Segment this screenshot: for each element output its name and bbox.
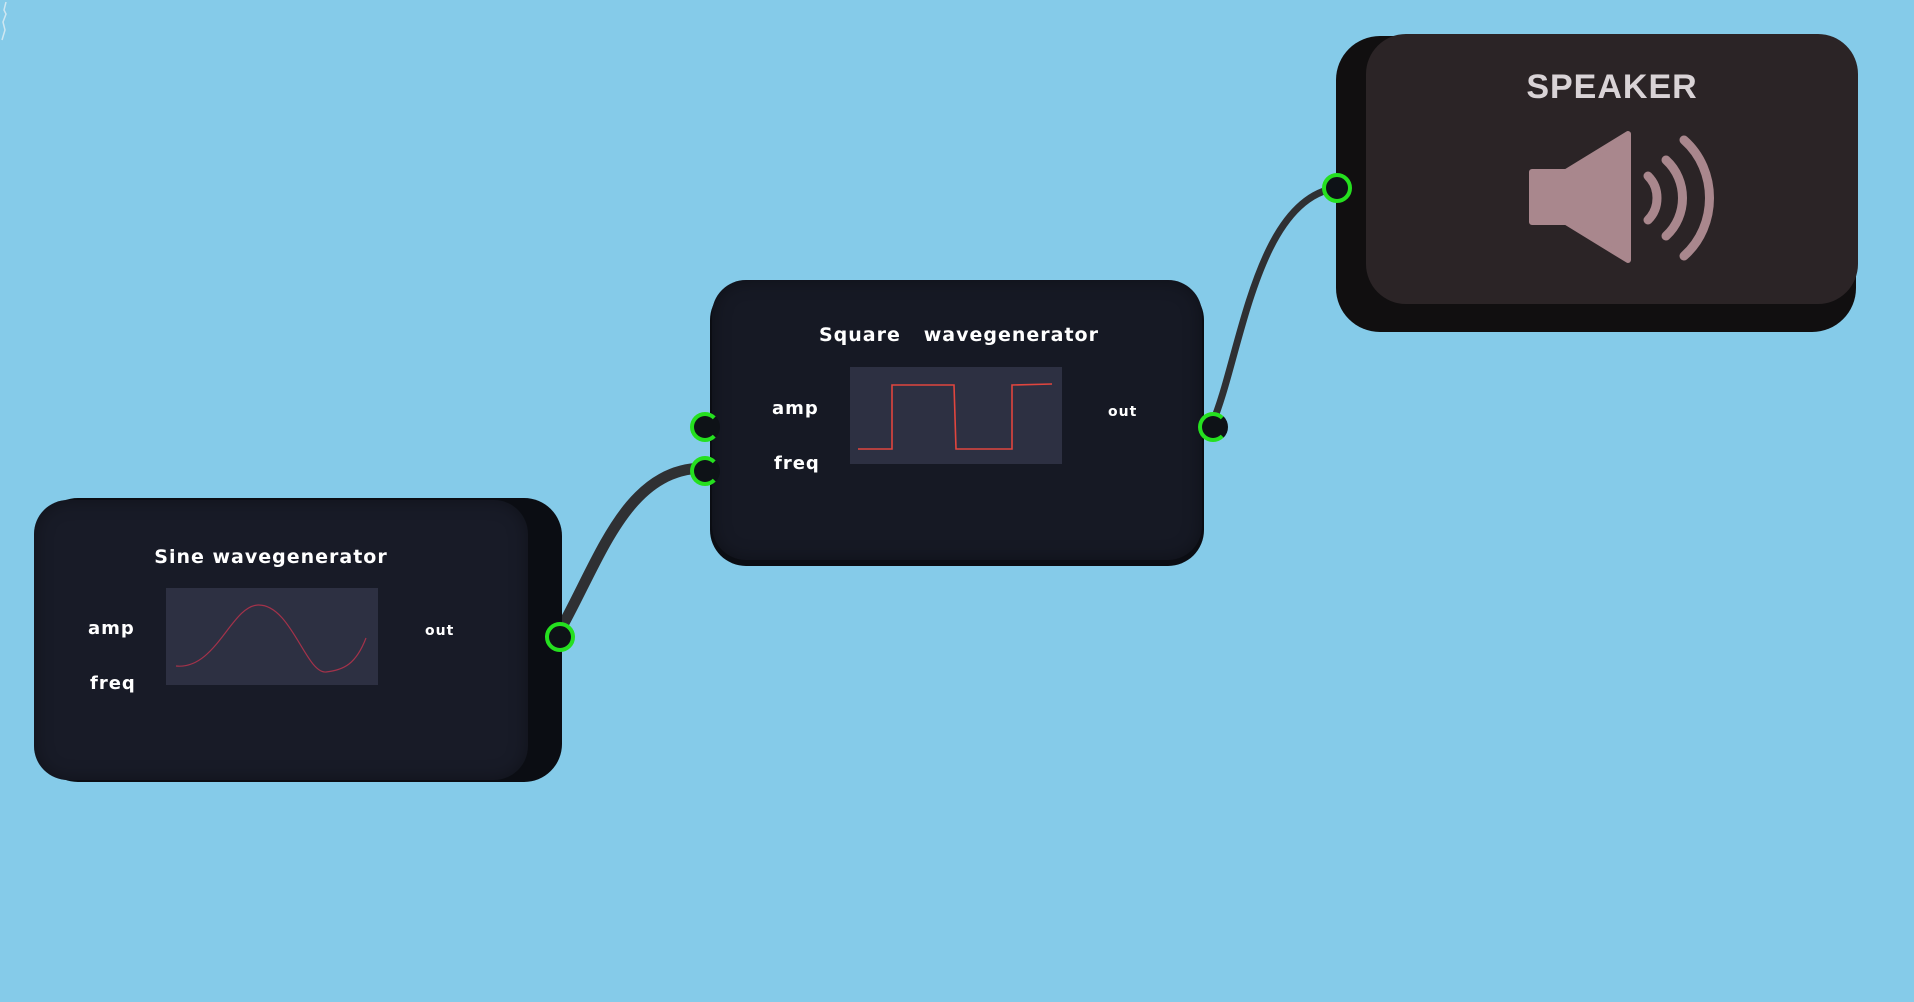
square-wave-display — [850, 367, 1062, 464]
sine-wave-display — [166, 588, 378, 685]
square-out-label: out — [1108, 404, 1138, 420]
speaker-title: SPEAKER — [1526, 68, 1698, 106]
sine-out-jack[interactable] — [545, 622, 575, 652]
corner-handle-icon — [1, 1, 7, 41]
speaker-volume-icon — [1529, 131, 1714, 263]
square-freq-label: freq — [774, 453, 820, 474]
square-amp-label: amp — [772, 398, 819, 419]
sine-module-title: Sine wavegenerator — [154, 546, 388, 568]
sine-freq-label: freq — [90, 673, 136, 694]
sine-out-label: out — [425, 623, 455, 639]
cable-sine-to-square-freq[interactable] — [552, 462, 708, 640]
square-wave-icon — [858, 383, 1053, 450]
square-module-title: Square wavegenerator — [819, 324, 1099, 346]
sine-wave-icon — [175, 604, 367, 673]
square-amp-jack[interactable] — [690, 412, 720, 442]
speaker-in-jack[interactable] — [1322, 173, 1352, 203]
square-freq-jack[interactable] — [690, 456, 720, 486]
cable-square-to-speaker[interactable] — [1208, 184, 1340, 428]
square-out-jack[interactable] — [1198, 412, 1228, 442]
sine-amp-label: amp — [88, 618, 135, 639]
